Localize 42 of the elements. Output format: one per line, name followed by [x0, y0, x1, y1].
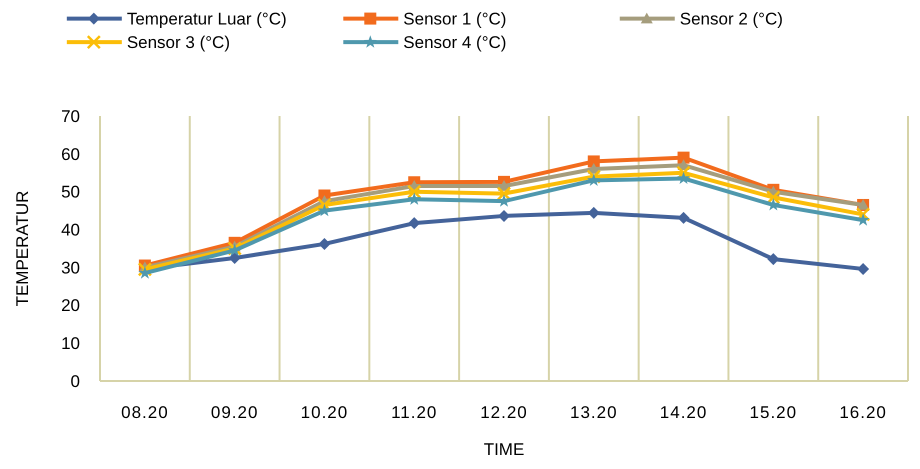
- x-axis-title: TIME: [484, 440, 524, 459]
- point: [588, 155, 600, 168]
- y-tick-label: 0: [70, 372, 80, 391]
- x-tick-label: 10.20: [300, 403, 348, 422]
- point: [318, 238, 330, 250]
- x-tick-label: 14.20: [660, 403, 708, 422]
- point: [228, 252, 241, 264]
- legend-label: Sensor 1 (°C): [403, 10, 506, 29]
- legend-label: Sensor 2 (°C): [680, 10, 783, 29]
- point: [678, 212, 690, 224]
- point: [587, 173, 600, 186]
- x-tick-label: 15.20: [750, 403, 798, 422]
- point: [498, 210, 510, 222]
- y-tick-label: 40: [61, 220, 80, 240]
- point: [496, 186, 512, 201]
- y-tick-label: 20: [61, 296, 80, 316]
- point: [856, 207, 870, 222]
- x-tick-label: 12.20: [480, 403, 528, 422]
- x-tick-label: 09.20: [210, 403, 258, 422]
- x-tick-label: 13.20: [570, 403, 618, 422]
- x-tick-label: 16.20: [839, 403, 887, 422]
- point: [406, 184, 422, 199]
- x-tick-label: 11.20: [391, 403, 438, 422]
- y-tick-label: 10: [61, 334, 80, 354]
- y-tick-label: 70: [61, 106, 80, 126]
- point: [676, 166, 691, 180]
- y-tick-label: 30: [61, 258, 80, 278]
- y-tick-label: 60: [61, 144, 80, 164]
- legend-label: Temperatur Luar (°C): [126, 10, 287, 29]
- point: [766, 190, 781, 205]
- point: [408, 192, 421, 205]
- x-tick-label: 08.20: [121, 403, 169, 422]
- legend-label: Sensor 4 (°C): [403, 33, 506, 52]
- point: [767, 253, 780, 266]
- y-tick-label: 50: [61, 182, 80, 202]
- point: [678, 152, 690, 164]
- legend-label: Sensor 3 (°C): [126, 33, 230, 52]
- point: [857, 262, 870, 275]
- point: [676, 172, 690, 184]
- y-axis-title: TEMPERATUR: [13, 190, 32, 306]
- point: [408, 217, 420, 230]
- point: [317, 198, 332, 212]
